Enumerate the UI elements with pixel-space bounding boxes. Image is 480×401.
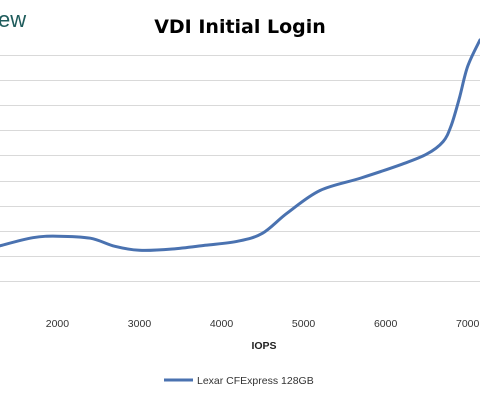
plot-area [0,38,480,252]
chart-title: VDI Initial Login [154,16,326,38]
x-tick-label: 2000 [46,318,70,330]
x-tick-labels: 2000 3000 4000 5000 6000 7000 [46,318,480,330]
x-tick-label: 6000 [374,318,398,330]
x-tick-label: 3000 [128,318,152,330]
x-tick-label: 7000 [456,318,480,330]
series-line-0 [0,38,480,252]
x-axis-title: IOPS [251,340,276,352]
x-tick-label: 5000 [292,318,316,330]
gridlines [0,55,480,282]
brand-logo-fragment: ew [0,7,26,32]
legend-label: Lexar CFExpress 128GB [197,375,314,387]
legend: Lexar CFExpress 128GB [164,375,314,387]
x-tick-label: 4000 [210,318,234,330]
